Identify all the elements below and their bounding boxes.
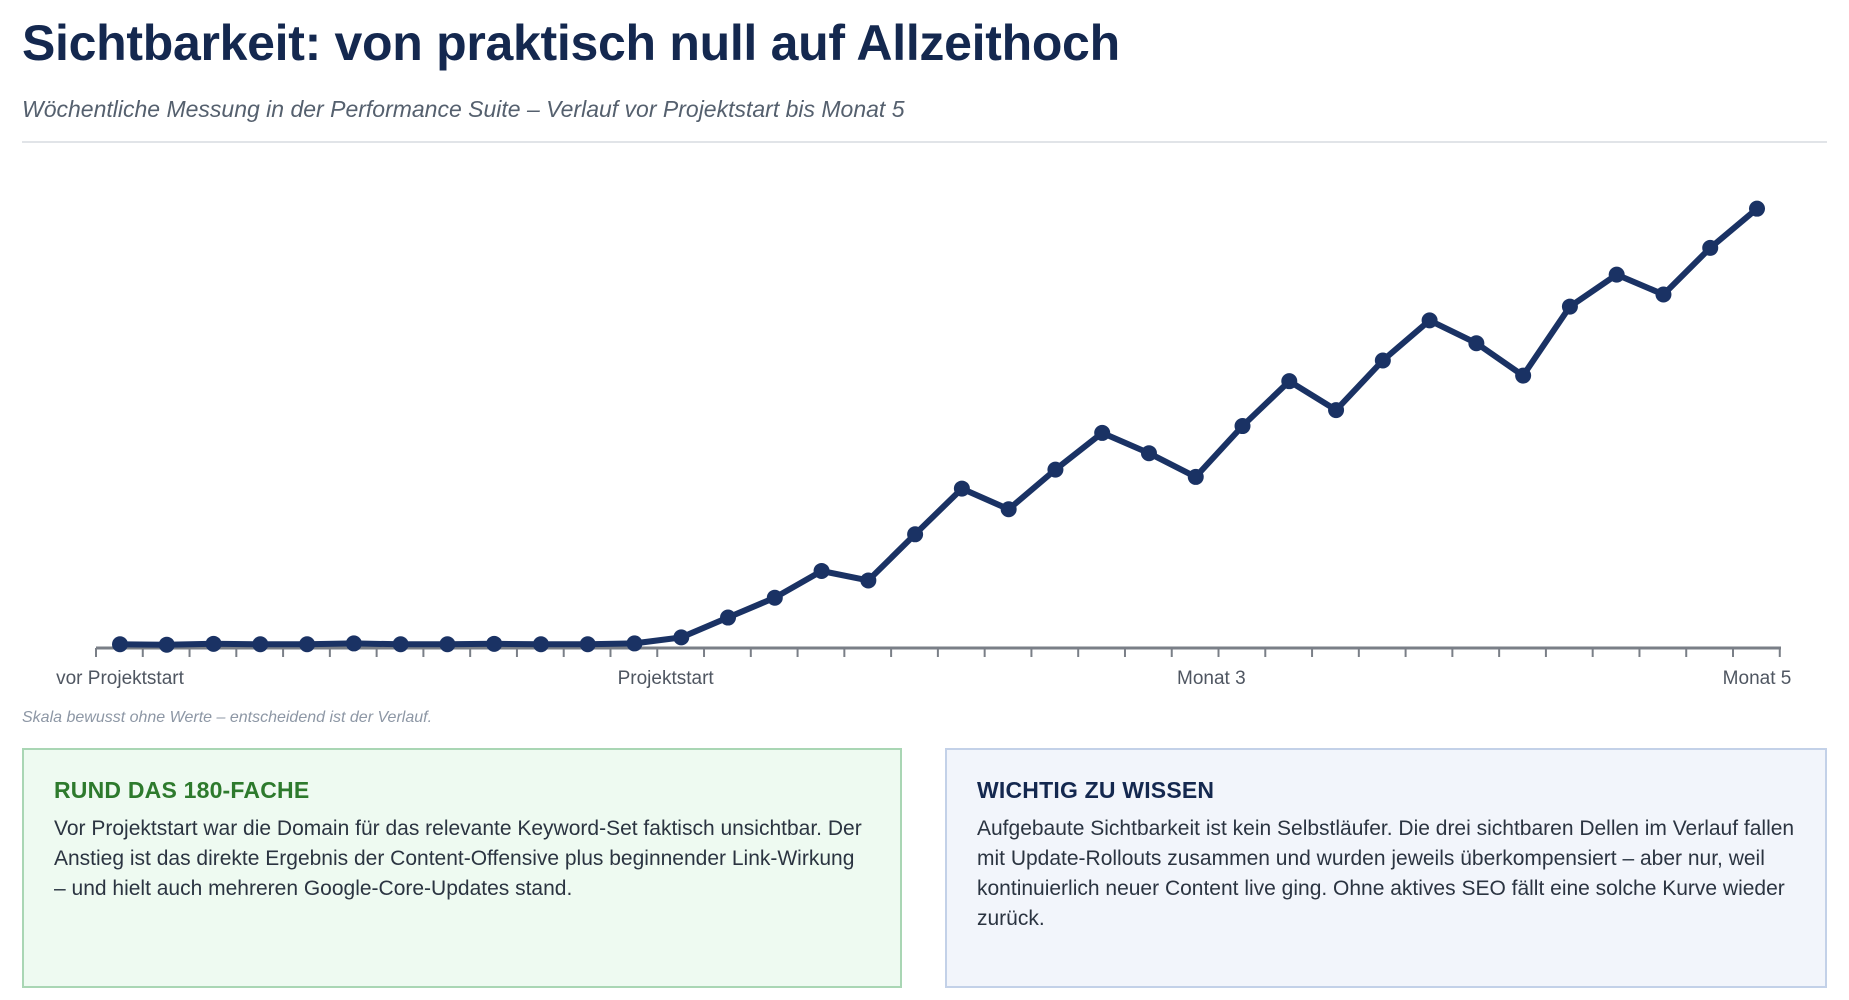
- data-point: [1468, 335, 1485, 352]
- series-line: [117, 205, 1760, 648]
- data-point: [112, 636, 128, 653]
- data-point: [205, 635, 222, 652]
- x-axis-label: Monat 3: [1177, 668, 1246, 689]
- x-axis-label: Projektstart: [618, 668, 715, 689]
- data-point: [532, 636, 549, 653]
- x-axis-label: vor Projektstart: [56, 668, 184, 689]
- data-point: [392, 636, 409, 653]
- chart-footnote: Skala bewusst ohne Werte – entscheidend …: [22, 709, 433, 726]
- data-point: [252, 636, 269, 653]
- data-point: [1655, 286, 1672, 303]
- card-text: Aufgebaute Sichtbarkeit ist kein Selbstl…: [977, 817, 1795, 930]
- data-point: [345, 635, 362, 652]
- data-point: [1421, 312, 1438, 329]
- data-point: [1328, 402, 1345, 419]
- card-heading: WICHTIG ZU WISSEN: [977, 777, 1215, 803]
- data-point: [1702, 239, 1719, 256]
- data-point: [1094, 424, 1111, 441]
- data-point: [299, 636, 316, 653]
- header-divider: [22, 141, 1827, 143]
- data-point: [953, 480, 970, 497]
- data-point: [1374, 352, 1391, 369]
- data-point: [1561, 298, 1578, 315]
- card-heading: RUND DAS 180-FACHE: [54, 777, 310, 803]
- card-text: Vor Projektstart war die Domain für das …: [54, 817, 862, 900]
- data-point: [766, 589, 783, 606]
- info-card-important: WICHTIG ZU WISSEN Aufgebaute Sichtbarkei…: [945, 748, 1827, 988]
- data-point: [1234, 418, 1251, 435]
- data-point: [486, 635, 503, 652]
- data-point: [626, 635, 643, 652]
- x-axis-label: Monat 5: [1723, 668, 1792, 689]
- page-subtitle: Wöchentliche Messung in der Performance …: [22, 96, 905, 122]
- data-point: [1047, 461, 1064, 478]
- data-point: [860, 572, 877, 589]
- data-point: [1140, 445, 1157, 462]
- data-point: [1187, 468, 1204, 485]
- data-point: [1608, 266, 1625, 283]
- data-point: [439, 636, 456, 653]
- data-point: [158, 636, 175, 653]
- data-point: [1000, 501, 1017, 518]
- data-point: [1281, 373, 1298, 390]
- data-point: [813, 562, 830, 579]
- data-point: [673, 629, 690, 646]
- page-title: Sichtbarkeit: von praktisch null auf All…: [22, 15, 1120, 71]
- data-point: [579, 636, 596, 653]
- data-point: [1749, 200, 1765, 217]
- info-card-growth: RUND DAS 180-FACHE Vor Projektstart war …: [22, 748, 902, 988]
- visibility-line-chart: vor Projektstart Projektstart Monat 3 Monat…: [56, 200, 1792, 689]
- data-point: [720, 609, 737, 626]
- data-point: [1515, 367, 1532, 384]
- data-point: [907, 526, 924, 543]
